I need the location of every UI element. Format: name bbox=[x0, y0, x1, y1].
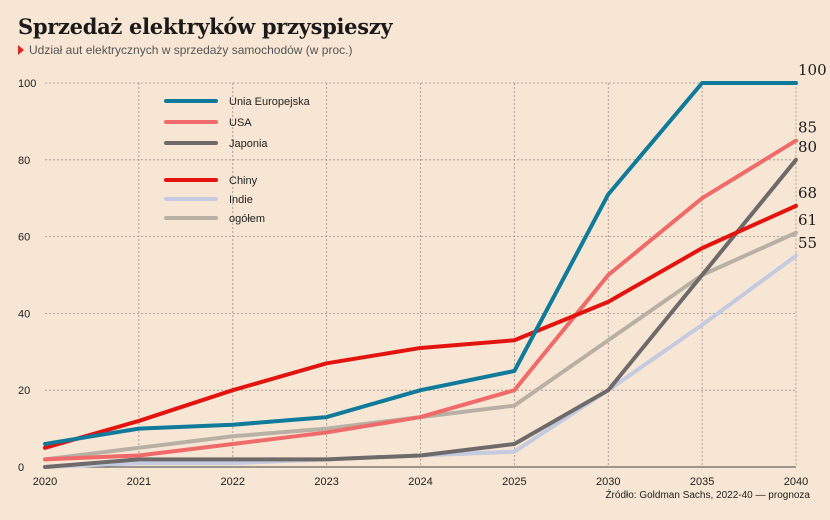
y-tick-label: 20 bbox=[18, 385, 30, 397]
end-value-label: 85 bbox=[798, 119, 817, 137]
y-tick-label: 80 bbox=[18, 155, 30, 167]
legend-entry-label: Indie bbox=[229, 194, 253, 206]
end-value-label: 100 bbox=[798, 61, 827, 79]
x-tick-label: 2030 bbox=[596, 476, 620, 488]
x-tick-label: 2020 bbox=[33, 476, 57, 488]
y-tick-label: 0 bbox=[18, 462, 24, 474]
end-value-label: 61 bbox=[798, 211, 817, 229]
chart-subtitle: Udział aut elektrycznych w sprzedaży sam… bbox=[18, 43, 352, 57]
x-tick-label: 2040 bbox=[784, 476, 808, 488]
series-line-4 bbox=[43, 203, 798, 450]
y-tick-label: 60 bbox=[18, 232, 30, 244]
y-tick-label: 40 bbox=[18, 308, 30, 320]
end-value-label: 68 bbox=[798, 184, 817, 202]
legend-entry-label: USA bbox=[229, 117, 252, 129]
source-note: Źródło: Goldman Sachs, 2022-40 — prognoz… bbox=[605, 490, 810, 501]
x-tick-label: 2023 bbox=[314, 476, 338, 488]
series-line-1 bbox=[43, 81, 798, 446]
end-value-label: 55 bbox=[798, 234, 817, 252]
series-line-2 bbox=[43, 138, 798, 462]
x-tick-label: 2022 bbox=[221, 476, 245, 488]
red-triangle-icon bbox=[18, 45, 24, 55]
legend-entry-label: Chiny bbox=[229, 175, 258, 187]
chart-title: Sprzedaż elektryków przyspieszy bbox=[18, 14, 393, 39]
legend-entry-label: ogółem bbox=[229, 213, 265, 225]
x-tick-label: 2021 bbox=[127, 476, 151, 488]
legend-entry-label: Unia Europejska bbox=[229, 96, 311, 108]
subtitle-text: Udział aut elektrycznych w sprzedaży sam… bbox=[29, 43, 353, 57]
series-line-3 bbox=[43, 157, 798, 469]
end-value-label: 80 bbox=[798, 138, 817, 156]
legend-entry-label: Japonia bbox=[229, 138, 268, 150]
y-tick-label: 100 bbox=[18, 78, 36, 90]
x-tick-label: 2025 bbox=[502, 476, 526, 488]
x-tick-label: 2035 bbox=[690, 476, 714, 488]
x-tick-label: 2024 bbox=[408, 476, 432, 488]
